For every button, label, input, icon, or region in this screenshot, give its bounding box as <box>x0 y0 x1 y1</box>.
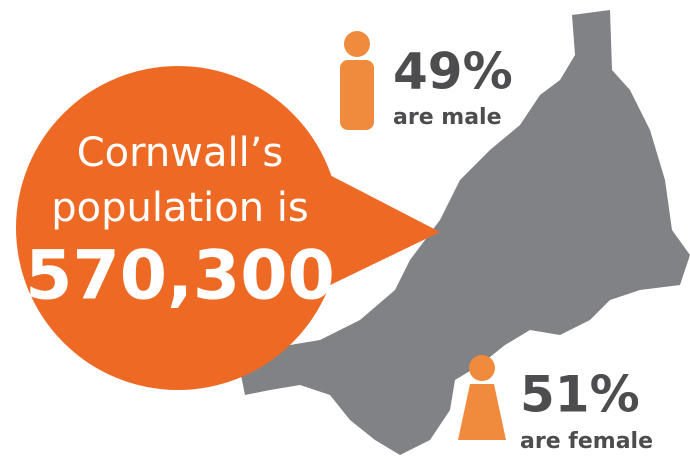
male-icon <box>340 31 374 130</box>
male-percent: 49% <box>393 43 513 101</box>
female-icon <box>458 355 506 440</box>
speech-bubble <box>16 66 440 390</box>
population-value: 570,300 <box>25 237 335 316</box>
male-label: are male <box>393 105 502 130</box>
bubble-line-2: population is <box>51 185 309 231</box>
female-label: are female <box>520 429 653 454</box>
cornwall-map <box>240 10 690 455</box>
bubble-line-1: Cornwall’s <box>77 130 284 176</box>
female-percent: 51% <box>520 366 640 424</box>
bubble-tail <box>320 170 440 290</box>
bubble-circle <box>16 66 340 390</box>
